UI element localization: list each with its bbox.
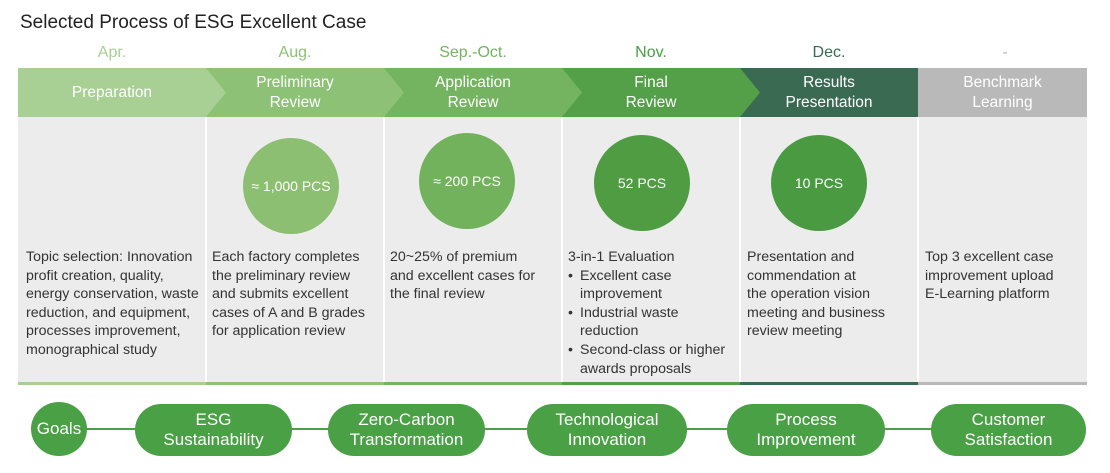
description-text: Top 3 excellent case improvement upload … [925, 249, 1054, 303]
column-divider [383, 117, 385, 383]
goal-label: ESG Sustainability [163, 410, 264, 449]
column-divider [205, 117, 207, 383]
stage-preliminary-review: Preliminary Review [206, 68, 384, 117]
column-divider [739, 117, 741, 383]
description-text: Presentation and commendation at the ope… [747, 249, 886, 340]
chevron-arrow-icon [562, 68, 582, 117]
list-item: • Second-class or higher awards proposals [568, 341, 738, 378]
content-panel [18, 117, 1087, 383]
column-underline [918, 382, 1087, 385]
column-underline [562, 382, 740, 385]
stage-label: Final Review [625, 73, 677, 111]
month-label-dec: Dec. [812, 44, 846, 61]
column-underline [740, 382, 918, 385]
stage-label: Preliminary Review [256, 73, 334, 111]
list-item: • Industrial waste reduction [568, 304, 738, 341]
stage-label: Preparation [71, 83, 153, 101]
column-underline [206, 382, 384, 385]
stage-benchmark-learning: Benchmark Learning [918, 68, 1087, 117]
goal-esg-sustainability: ESG Sustainability [135, 404, 292, 456]
description-application-review: 20~25% of premium and excellent cases fo… [390, 248, 560, 304]
description-heading: 3-in-1 Evaluation [568, 249, 675, 265]
description-results-presentation: Presentation and commendation at the ope… [747, 248, 917, 341]
stage-preparation: Preparation [18, 68, 206, 117]
stage-application-review: Application Review [384, 68, 562, 117]
chevron-arrow-icon [206, 68, 226, 117]
description-text: 20~25% of premium and excellent cases fo… [390, 249, 536, 303]
stage-label: Benchmark Learning [963, 73, 1042, 111]
bullet-icon: • [568, 304, 573, 321]
description-preliminary-review: Each factory completes the preliminary r… [212, 248, 382, 341]
month-label-nov: Nov. [635, 44, 667, 61]
month-label-apr: Apr. [97, 44, 127, 61]
goal-zero-carbon-transformation: Zero-Carbon Transformation [328, 404, 485, 456]
count-bubble-application: ≈ 200 PCS [419, 133, 515, 229]
goal-label: Goals [36, 419, 82, 438]
list-item-text: Excellent case improvement [580, 267, 672, 303]
stage-label: Application Review [435, 73, 511, 111]
description-text: Topic selection: Innovation profit creat… [26, 249, 199, 358]
goal-label: Customer Satisfaction [964, 410, 1053, 449]
goal-label: Technological Innovation [555, 410, 659, 449]
column-divider [561, 117, 563, 383]
month-label-aug: Aug. [278, 44, 312, 61]
description-benchmark-learning: Top 3 excellent case improvement upload … [925, 248, 1085, 304]
count-bubble-preliminary: ≈ 1,000 PCS [243, 138, 339, 234]
description-final-review: 3-in-1 Evaluation • Excellent case improv… [568, 248, 738, 378]
goal-process-improvement: Process Improvement [727, 404, 885, 456]
bullet-icon: • [568, 267, 573, 284]
stage-results-presentation: Results Presentation [740, 68, 918, 117]
bullet-icon: • [568, 341, 573, 358]
stage-label: Results Presentation [785, 73, 873, 111]
goals-circle: Goals [31, 402, 87, 456]
count-bubble-final: 52 PCS [594, 135, 690, 231]
month-label-dash: - [1002, 44, 1008, 61]
chevron-arrow-icon [384, 68, 404, 117]
list-item: • Excellent case improvement [568, 267, 738, 304]
goal-label: Process Improvement [756, 410, 856, 449]
list-item-text: Second-class or higher awards proposals [580, 341, 726, 377]
goal-label: Zero-Carbon Transformation [349, 410, 464, 449]
description-preparation: Topic selection: Innovation profit creat… [26, 248, 204, 360]
goal-customer-satisfaction: Customer Satisfaction [931, 404, 1086, 456]
month-label-sep-oct: Sep.-Oct. [439, 44, 507, 61]
count-bubble-results: 10 PCS [771, 135, 867, 231]
column-divider [917, 117, 919, 383]
evaluation-list: • Excellent case improvement • Industrial … [568, 267, 738, 379]
goal-technological-innovation: Technological Innovation [527, 404, 687, 456]
column-underline [18, 382, 206, 385]
list-item-text: Industrial waste reduction [580, 304, 679, 340]
column-underline [384, 382, 562, 385]
description-text: Each factory completes the preliminary r… [212, 249, 366, 340]
page-title: Selected Process of ESG Excellent Case [20, 12, 367, 33]
stage-final-review: Final Review [562, 68, 740, 117]
chevron-arrow-icon [740, 68, 760, 117]
